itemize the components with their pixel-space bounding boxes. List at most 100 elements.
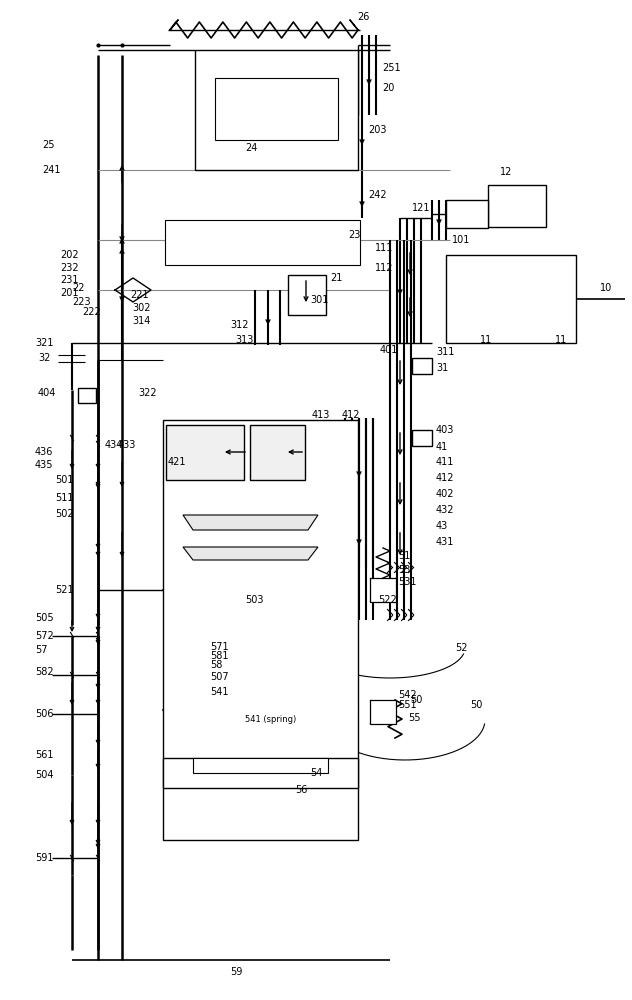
Text: 231: 231: [60, 275, 78, 285]
Text: 501: 501: [55, 475, 73, 485]
Text: 51: 51: [398, 551, 410, 561]
Text: 31: 31: [436, 363, 448, 373]
Text: 314: 314: [132, 316, 150, 326]
Text: 32: 32: [38, 353, 51, 363]
Text: 58: 58: [210, 660, 222, 670]
Text: 433: 433: [118, 440, 137, 450]
Text: 26: 26: [357, 12, 369, 22]
Text: 21: 21: [330, 273, 343, 283]
Bar: [446, 200, 488, 228]
Bar: [370, 578, 396, 602]
Text: 20: 20: [382, 83, 394, 93]
Text: 411: 411: [436, 457, 454, 467]
Text: 50: 50: [470, 700, 482, 710]
Text: 431: 431: [436, 537, 454, 547]
Text: 50: 50: [410, 695, 422, 705]
Bar: [163, 758, 358, 788]
Text: 222: 222: [82, 307, 100, 317]
Text: 434: 434: [105, 440, 123, 450]
Text: 53: 53: [398, 565, 410, 575]
Text: 521: 521: [55, 585, 73, 595]
Text: 11: 11: [555, 335, 568, 345]
Text: 111: 111: [375, 243, 393, 253]
Bar: [166, 425, 244, 480]
Text: 412: 412: [342, 410, 360, 420]
Text: 241: 241: [42, 165, 61, 175]
Text: 413: 413: [312, 410, 331, 420]
Polygon shape: [183, 515, 318, 530]
Bar: [370, 700, 396, 724]
Bar: [288, 275, 326, 315]
Text: 502: 502: [55, 509, 73, 519]
Text: 421: 421: [168, 457, 186, 467]
Text: 541 (spring): 541 (spring): [245, 716, 296, 724]
Text: 436: 436: [35, 447, 53, 457]
Text: 542: 542: [398, 690, 416, 700]
Text: 507: 507: [210, 672, 229, 682]
Text: 581: 581: [210, 651, 229, 661]
Text: 401: 401: [380, 345, 398, 355]
Text: 311: 311: [436, 347, 454, 357]
Text: 112: 112: [375, 263, 394, 273]
Bar: [215, 78, 338, 140]
Text: 321: 321: [35, 338, 54, 348]
Text: 531: 531: [398, 577, 416, 587]
Text: 59: 59: [230, 967, 243, 977]
Text: 313: 313: [235, 335, 253, 345]
Bar: [165, 220, 360, 265]
Text: 302: 302: [132, 303, 150, 313]
Text: 12: 12: [500, 167, 513, 177]
Bar: [193, 758, 328, 773]
Text: 54: 54: [310, 768, 322, 778]
Text: 504: 504: [35, 770, 54, 780]
Bar: [195, 50, 358, 170]
Text: 232: 232: [60, 263, 78, 273]
Text: 582: 582: [35, 667, 54, 677]
Text: 10: 10: [600, 283, 612, 293]
Text: 312: 312: [230, 320, 248, 330]
Text: 541: 541: [210, 687, 229, 697]
Bar: [446, 255, 576, 343]
Text: 25: 25: [42, 140, 54, 150]
Text: 591: 591: [35, 853, 54, 863]
Text: 242: 242: [368, 190, 387, 200]
Text: 55: 55: [408, 713, 420, 723]
Text: 432: 432: [436, 505, 454, 515]
Text: 561: 561: [35, 750, 54, 760]
Text: 503: 503: [245, 595, 264, 605]
Text: 11: 11: [480, 335, 492, 345]
Bar: [488, 185, 546, 227]
Text: 24: 24: [245, 143, 257, 153]
Text: 43: 43: [436, 521, 448, 531]
Text: 412: 412: [436, 473, 454, 483]
Text: 505: 505: [35, 613, 54, 623]
Bar: [163, 420, 358, 840]
Text: 221: 221: [130, 290, 149, 300]
Text: 322: 322: [138, 388, 157, 398]
Text: 403: 403: [436, 425, 454, 435]
Text: 571: 571: [210, 642, 229, 652]
Text: 101: 101: [452, 235, 470, 245]
Text: 202: 202: [60, 250, 78, 260]
Text: 52: 52: [455, 643, 468, 653]
Text: 506: 506: [35, 709, 54, 719]
Text: 223: 223: [72, 297, 90, 307]
Polygon shape: [183, 547, 318, 560]
Text: 22: 22: [72, 283, 85, 293]
Text: 511: 511: [55, 493, 73, 503]
Bar: [412, 358, 432, 374]
Text: 251: 251: [382, 63, 401, 73]
Bar: [250, 425, 305, 480]
Text: 203: 203: [368, 125, 387, 135]
Text: 301: 301: [310, 295, 329, 305]
Text: 41: 41: [436, 442, 448, 452]
Text: 23: 23: [348, 230, 360, 240]
Text: 404: 404: [38, 388, 56, 398]
Text: 402: 402: [436, 489, 454, 499]
Text: 57: 57: [35, 645, 47, 655]
Text: 56: 56: [295, 785, 307, 795]
Text: 522: 522: [378, 595, 397, 605]
Bar: [412, 430, 432, 446]
Text: 551: 551: [398, 700, 416, 710]
Text: 121: 121: [412, 203, 430, 213]
